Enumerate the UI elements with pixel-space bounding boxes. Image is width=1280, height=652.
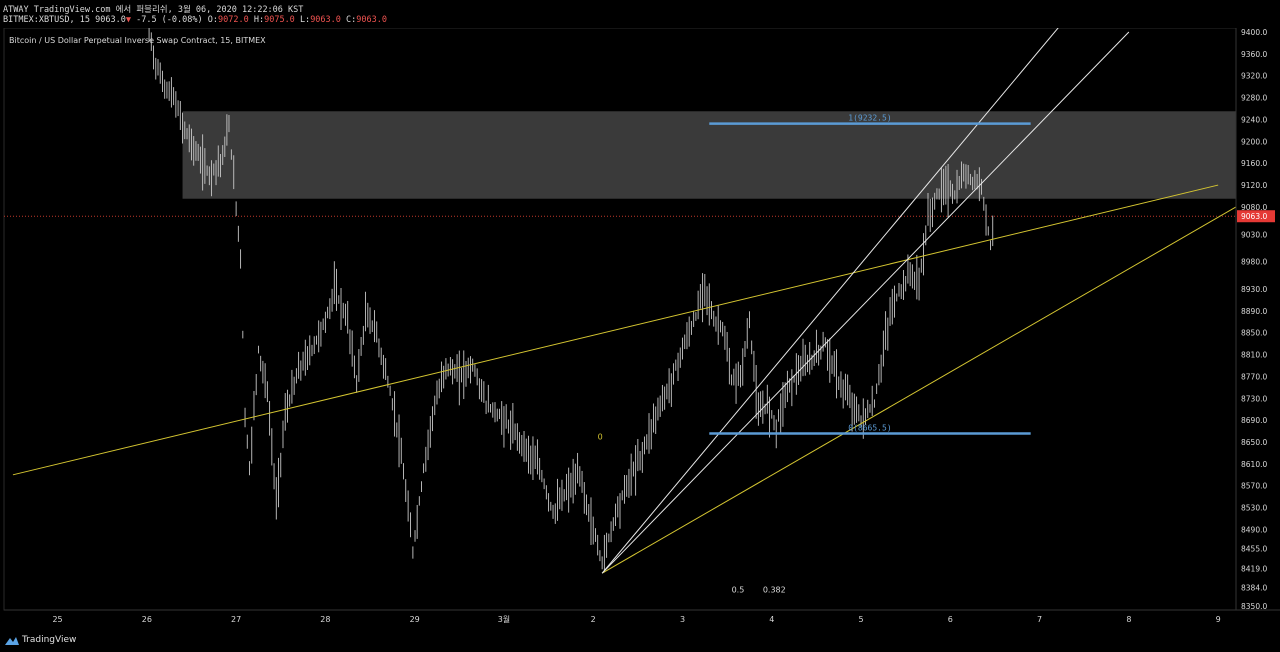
y-tick-label: 8530.0: [1241, 504, 1267, 513]
x-tick-label: 28: [320, 615, 330, 624]
symbol-label[interactable]: BITMEX:XBTUSD, 15: [3, 15, 90, 25]
x-tick-label: 25: [52, 615, 62, 624]
y-tick-label: 8490.0: [1241, 525, 1267, 534]
y-tick-label: 9080.0: [1241, 203, 1267, 212]
publish-info: ATWAY TradingView.com 에서 퍼블리쉬, 3월 06, 20…: [3, 5, 304, 15]
last-price: 9063.0: [95, 15, 126, 25]
change-value: -7.5 (-0.08%): [136, 15, 203, 25]
y-tick-label: 9240.0: [1241, 115, 1267, 124]
low-label: L:: [299, 15, 311, 25]
open-value: 9072.0: [218, 15, 249, 25]
x-tick-label: 8: [1126, 615, 1131, 624]
y-tick-label: 9030.0: [1241, 230, 1267, 239]
close-label: C:: [346, 15, 357, 25]
chart-header: ATWAY TradingView.com 에서 퍼블리쉬, 3월 06, 20…: [0, 0, 1280, 28]
y-tick-label: 8419.0: [1241, 564, 1267, 573]
y-tick-label: 8350.0: [1241, 602, 1267, 611]
y-tick-label: 8730.0: [1241, 394, 1267, 403]
x-tick-label: 26: [142, 615, 152, 624]
down-arrow-icon: ▼: [125, 15, 131, 25]
y-tick-label: 8770.0: [1241, 372, 1267, 381]
fan-line-shallow: [601, 31, 1130, 574]
y-tick-label: 9160.0: [1241, 159, 1267, 168]
close-value: 9063.0: [356, 15, 387, 25]
x-tick-label: 4: [769, 615, 774, 624]
x-tick-label: 29: [410, 615, 420, 624]
x-tick-label: 9: [1216, 615, 1221, 624]
tradingview-logo-icon[interactable]: [4, 635, 20, 647]
price-chart[interactable]: 1(9232.5) 0(8665.5) 0 0.5 0.382 Bitcoin / US …: [0, 28, 1280, 630]
y-tick-label: 9360.0: [1241, 50, 1267, 59]
x-tick-label: 27: [231, 615, 241, 624]
plot-layer: 1(9232.5) 0(8665.5) 0 0.5 0.382: [4, 28, 1236, 594]
chart-title: Bitcoin / US Dollar Perpetual Inverse Sw…: [9, 36, 266, 45]
footer-bar: TradingView: [0, 630, 1280, 652]
y-tick-label: 8810.0: [1241, 351, 1267, 360]
x-tick-label: 5: [858, 615, 863, 624]
y-tick-label: 8570.0: [1241, 482, 1267, 491]
fib-level-label: 0(8665.5): [848, 424, 891, 433]
fib-level-label: 1(9232.5): [848, 114, 891, 123]
last-price-badge-label: 9063.0: [1241, 212, 1267, 221]
high-value: 9075.0: [264, 15, 295, 25]
y-tick-label: 8650.0: [1241, 438, 1267, 447]
low-value: 9063.0: [310, 15, 341, 25]
y-tick-label: 9280.0: [1241, 94, 1267, 103]
x-tick-label: 2: [591, 615, 596, 624]
y-tick-label: 8384.0: [1241, 583, 1267, 592]
last-price-badge: [1237, 210, 1275, 223]
y-tick-label: 9400.0: [1241, 28, 1267, 37]
high-label: H:: [253, 15, 265, 25]
y-tick-label: 8455.0: [1241, 545, 1267, 554]
y-tick-label: 9120.0: [1241, 181, 1267, 190]
ohlc-legend: BITMEX:XBTUSD, 15 9063.0▼ -7.5 (-0.08%) …: [3, 15, 387, 25]
lower-trendline: [601, 206, 1236, 574]
supply-zone-rect: [182, 111, 1236, 199]
y-axis-bg: [1236, 28, 1280, 610]
y-tick-label: 8610.0: [1241, 460, 1267, 469]
x-tick-label: 3월: [498, 614, 510, 624]
annotation-label: 0: [598, 432, 603, 441]
x-tick-label: 7: [1037, 615, 1042, 624]
y-tick-label: 8890.0: [1241, 307, 1267, 316]
upper-trendline: [12, 184, 1219, 476]
y-tick-label: 8690.0: [1241, 416, 1267, 425]
x-tick-label: 3: [680, 615, 685, 624]
annotation-label: 0.382: [763, 585, 786, 594]
open-label: O:: [207, 15, 218, 25]
annotation-label: 0.5: [732, 585, 745, 594]
fan-line-steep: [601, 28, 1059, 574]
y-tick-label: 8930.0: [1241, 285, 1267, 294]
x-tick-label: 6: [948, 615, 953, 624]
y-tick-label: 8980.0: [1241, 258, 1267, 267]
y-tick-label: 9200.0: [1241, 137, 1267, 146]
y-tick-label: 9320.0: [1241, 72, 1267, 81]
brand-name[interactable]: TradingView: [22, 635, 77, 645]
y-tick-label: 8850.0: [1241, 329, 1267, 338]
